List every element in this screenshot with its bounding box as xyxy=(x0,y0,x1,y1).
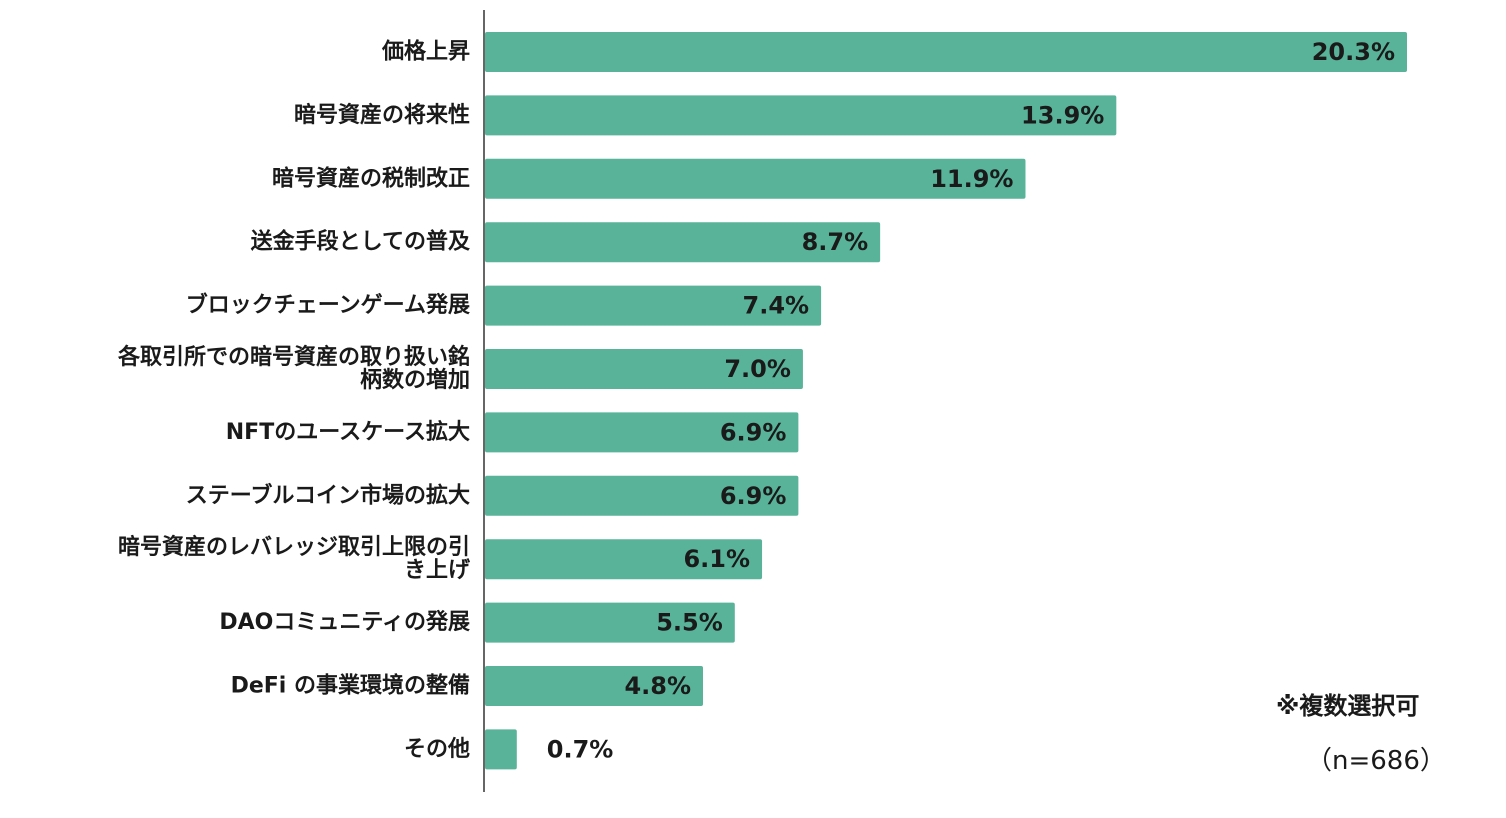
bar xyxy=(485,412,799,453)
category-label-line: 送金手段としての普及 xyxy=(251,229,471,255)
category-label-line: 柄数の増加 xyxy=(360,367,470,393)
category-label-line: 価格上昇 xyxy=(381,39,470,65)
bar-value-label: 20.3% xyxy=(1312,38,1395,66)
category-label: 送金手段としての普及 xyxy=(251,229,471,255)
category-label-line: ブロックチェーンゲーム発展 xyxy=(186,292,470,318)
category-label-line: NFTのユースケース拡大 xyxy=(226,420,470,445)
bar xyxy=(485,666,704,706)
bar-value-label: 4.8% xyxy=(624,672,691,700)
bar xyxy=(485,95,1117,136)
category-label: ブロックチェーンゲーム発展 xyxy=(186,292,470,318)
bar-value-label: 13.9% xyxy=(1021,101,1104,129)
bar xyxy=(485,602,735,643)
bar-value-label: 7.4% xyxy=(743,292,810,320)
bar-value-label: 6.1% xyxy=(683,545,750,573)
bar-value-label: 7.0% xyxy=(724,355,791,383)
category-label: ステーブルコイン市場の拡大 xyxy=(186,482,470,508)
bar-value-label: 0.7% xyxy=(547,735,614,763)
bar xyxy=(485,475,799,516)
category-label: 各取引所での暗号資産の取り扱い銘柄数の増加 xyxy=(117,344,470,393)
bar-value-label: 6.9% xyxy=(720,418,787,446)
category-label-line: 各取引所での暗号資産の取り扱い銘 xyxy=(117,344,470,370)
bar xyxy=(485,32,1407,72)
bar xyxy=(485,349,803,389)
category-label-line: き上げ xyxy=(404,558,471,583)
sample-size-note: （n=686） xyxy=(1306,746,1446,776)
bar-value-label: 5.5% xyxy=(656,609,723,637)
category-label: 暗号資産の税制改正 xyxy=(272,165,470,191)
category-label-line: 暗号資産の税制改正 xyxy=(272,165,470,191)
category-label-line: 暗号資産のレバレッジ取引上限の引 xyxy=(118,534,470,560)
multi-select-note: ※複数選択可 xyxy=(1276,692,1420,720)
category-label: 価格上昇 xyxy=(381,39,470,65)
bar xyxy=(485,285,822,326)
bar-value-label: 6.9% xyxy=(720,482,787,510)
bar-value-label: 8.7% xyxy=(802,228,869,256)
bar xyxy=(485,222,881,263)
category-labels-layer: 価格上昇暗号資産の将来性暗号資産の税制改正送金手段としての普及ブロックチェーンゲ… xyxy=(117,39,471,762)
category-label-line: ステーブルコイン市場の拡大 xyxy=(186,482,470,508)
bar xyxy=(485,158,1026,199)
category-label-line: DAOコミュニティの発展 xyxy=(219,610,470,635)
category-label: 暗号資産の将来性 xyxy=(294,102,470,128)
value-labels-layer: 20.3% 13.9% 11.9% 8.7% 7.4% 7.0% 6.9% 6.9% 6.1% 5… xyxy=(547,38,1395,763)
category-label: その他 xyxy=(404,737,470,762)
category-label: DAOコミュニティの発展 xyxy=(219,610,470,635)
category-label: NFTのユースケース拡大 xyxy=(226,420,470,445)
category-label-line: DeFi の事業環境の整備 xyxy=(231,673,470,699)
category-label-line: その他 xyxy=(404,737,470,762)
bar-value-label: 11.9% xyxy=(930,165,1013,193)
category-label: DeFi の事業環境の整備 xyxy=(231,673,470,699)
bars-layer xyxy=(485,32,1407,770)
bar xyxy=(485,729,517,770)
category-label: 暗号資産のレバレッジ取引上限の引き上げ xyxy=(118,534,471,583)
bar xyxy=(485,539,763,580)
category-label-line: 暗号資産の将来性 xyxy=(294,102,470,128)
